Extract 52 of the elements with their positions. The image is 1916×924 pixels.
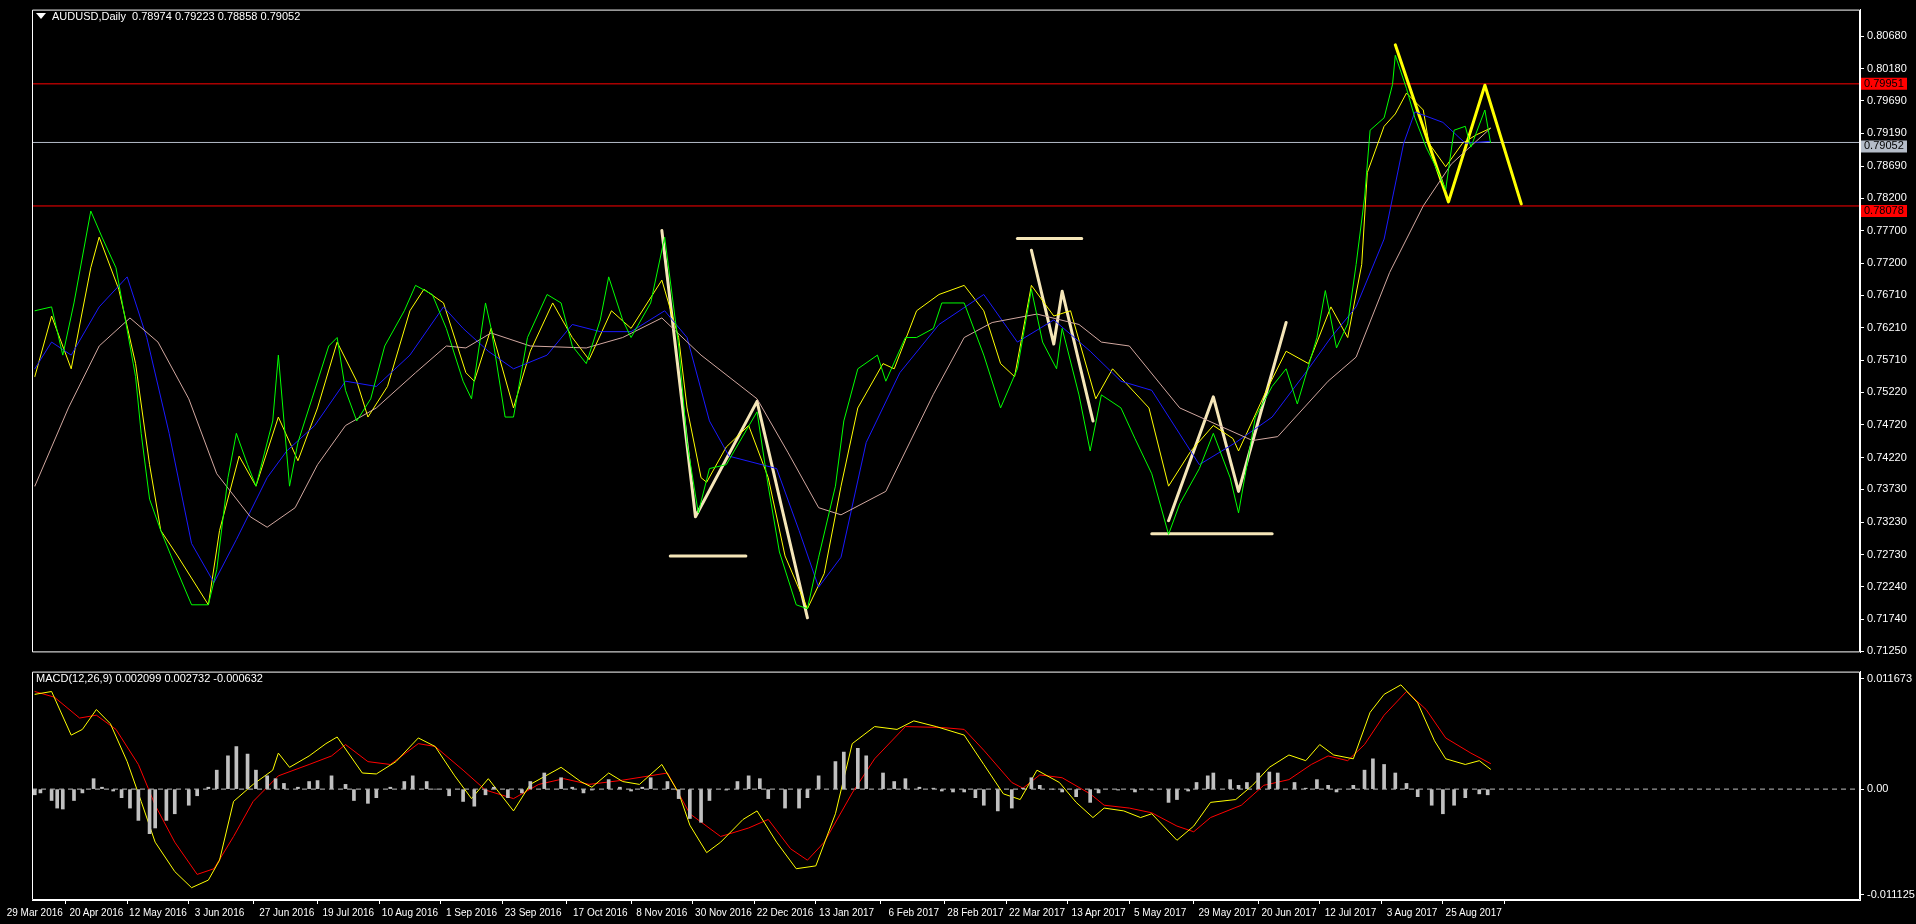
y-tick-label: 0.73230 bbox=[1867, 515, 1907, 528]
x-tick-label: 19 Jul 2016 bbox=[322, 906, 375, 918]
x-tick-label: 13 Apr 2017 bbox=[1071, 906, 1126, 918]
y-tick-label: 0.76210 bbox=[1867, 320, 1907, 333]
y-tick-label: 0.80180 bbox=[1867, 61, 1907, 74]
y-tick-label: 0.77700 bbox=[1867, 223, 1907, 236]
y-tick-label: 0.77200 bbox=[1867, 256, 1907, 269]
x-tick-label: 23 Sep 2016 bbox=[504, 906, 562, 918]
y-tick-label: 0.79690 bbox=[1867, 93, 1907, 106]
y-tick-label: 0.76710 bbox=[1867, 288, 1907, 301]
x-tick-label: 10 Aug 2016 bbox=[381, 906, 439, 918]
x-tick-label: 25 Aug 2017 bbox=[1445, 906, 1503, 918]
x-tick-label: 27 Jun 2016 bbox=[259, 906, 315, 918]
y-tick-label: 0.011673 bbox=[1867, 671, 1913, 684]
y-tick-label: 0.72730 bbox=[1867, 547, 1907, 560]
y-tick-label: 0.79190 bbox=[1867, 126, 1907, 139]
x-tick-label: 6 Feb 2017 bbox=[888, 906, 940, 918]
y-tick-label: 0.75220 bbox=[1867, 385, 1907, 398]
x-tick-label: 20 Jun 2017 bbox=[1261, 906, 1317, 918]
chart-title: MACD(12,26,9) 0.002099 0.002732 -0.000632 bbox=[36, 672, 263, 684]
x-tick-label: 17 Oct 2016 bbox=[573, 906, 628, 918]
ref-line-label: 0.78078 bbox=[1864, 204, 1904, 217]
chart-title: AUDUSD,Daily 0.78974 0.79223 0.78858 0.79052 bbox=[52, 10, 301, 22]
x-tick-label: 28 Feb 2017 bbox=[947, 906, 1004, 918]
x-tick-label: 20 Apr 2016 bbox=[69, 906, 124, 918]
y-tick-label: 0.75710 bbox=[1867, 353, 1907, 366]
y-tick-label: 0.78200 bbox=[1867, 191, 1907, 204]
x-tick-label: 22 Dec 2016 bbox=[756, 906, 814, 918]
y-tick-label: 0.78690 bbox=[1867, 159, 1907, 172]
y-tick-label: 0.74220 bbox=[1867, 450, 1907, 463]
y-tick-label: 0.71250 bbox=[1867, 644, 1907, 657]
y-tick-label: 0.73730 bbox=[1867, 482, 1907, 495]
x-tick-label: 22 Mar 2017 bbox=[1008, 906, 1066, 918]
x-tick-label: 3 Jun 2016 bbox=[194, 906, 245, 918]
x-tick-label: 5 May 2017 bbox=[1134, 906, 1187, 918]
x-tick-label: 29 May 2017 bbox=[1198, 906, 1257, 918]
x-tick-label: 29 Mar 2016 bbox=[6, 906, 64, 918]
y-tick-label: 0.72240 bbox=[1867, 579, 1907, 592]
y-tick-label: 0.80680 bbox=[1867, 29, 1907, 42]
x-tick-label: 3 Aug 2017 bbox=[1386, 906, 1438, 918]
x-tick-label: 30 Nov 2016 bbox=[695, 906, 753, 918]
ref-line-label: 0.79052 bbox=[1864, 139, 1904, 152]
x-tick-label: 12 May 2016 bbox=[129, 906, 188, 918]
y-tick-label: 0.74720 bbox=[1867, 417, 1907, 430]
y-tick-label: 0.71740 bbox=[1867, 612, 1907, 625]
x-tick-label: 13 Jan 2017 bbox=[819, 906, 875, 918]
x-tick-label: 12 Jul 2017 bbox=[1324, 906, 1377, 918]
y-tick-label: -0.011125 bbox=[1867, 887, 1915, 900]
x-tick-label: 1 Sep 2016 bbox=[445, 906, 498, 918]
ref-line-label: 0.79951 bbox=[1864, 76, 1904, 89]
x-tick-label: 8 Nov 2016 bbox=[636, 906, 688, 918]
y-tick-label: 0.00 bbox=[1867, 782, 1889, 795]
